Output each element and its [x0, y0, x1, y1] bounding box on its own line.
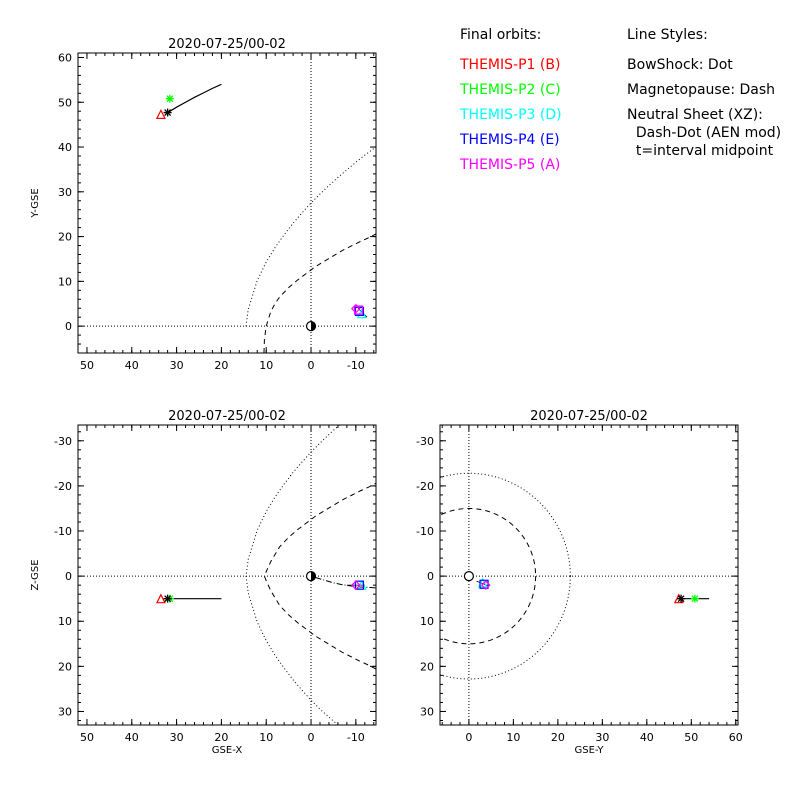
probe-marker-4 — [354, 306, 365, 316]
y-tick-label: 10 — [58, 615, 72, 628]
neutral-sheet-curve — [315, 577, 376, 589]
y-tick-label: 30 — [420, 705, 434, 718]
x-tick-label: -10 — [347, 359, 365, 372]
style-bowshock: BowShock: Dot — [627, 57, 733, 73]
style-neutral-sheet-detail: Dash-Dot (AEN mod) — [627, 125, 782, 141]
x-tick-label: 50 — [80, 359, 94, 372]
y-tick-label: 20 — [58, 660, 72, 673]
y-tick-label: 0 — [65, 320, 72, 333]
x-axis-label: GSE-Y — [575, 745, 605, 756]
y-tick-label: 50 — [58, 96, 72, 109]
y-tick-label: -10 — [416, 525, 434, 538]
plot-frame — [77, 424, 377, 726]
probe-marker-5 — [480, 580, 491, 590]
x-tick-label: 40 — [125, 359, 139, 372]
y-tick-label: 20 — [58, 231, 72, 244]
legend-probe-p4: THEMIS-P4 (E) — [460, 132, 560, 148]
x-tick-label: 0 — [465, 731, 472, 744]
style-interval-note: t=interval midpoint — [627, 143, 774, 159]
earth-shaded-half — [311, 321, 316, 331]
x-tick-label: 40 — [125, 731, 139, 744]
chart-panel-3: 0 10 20 30 40 50 60 30 20 10 0 -10 -20 -30 2020-07-25/… — [416, 409, 743, 756]
chart-panel-2: 50 40 30 20 10 0 -10 30 20 10 0 -10 -20 -30 2020-07-25… — [30, 409, 377, 756]
bowshock-curve — [245, 146, 376, 327]
x-tick-label: 10 — [506, 731, 520, 744]
x-tick-label: 20 — [214, 731, 228, 744]
x-tick-label: 50 — [684, 731, 698, 744]
style-magnetopause: Magnetopause: Dash — [627, 82, 776, 98]
probe-marker-6 — [163, 594, 172, 603]
x-tick-label: 30 — [595, 731, 609, 744]
y-tick-label: 40 — [58, 141, 72, 154]
legend-probe-p3: THEMIS-P3 (D) — [460, 107, 562, 123]
x-tick-label: 20 — [551, 731, 565, 744]
y-tick-label: 0 — [427, 570, 434, 583]
x-tick-label: 10 — [259, 359, 273, 372]
x-tick-label: 30 — [170, 731, 184, 744]
y-tick-label: -20 — [416, 480, 434, 493]
bowshock-circle — [440, 472, 571, 680]
probe-marker-7 — [163, 108, 172, 117]
magnetopause-curve — [263, 233, 376, 353]
plot-frame — [77, 52, 377, 354]
probe-marker-5 — [350, 303, 361, 314]
probe-marker-1 — [155, 109, 166, 119]
y-tick-label: 0 — [65, 570, 72, 583]
legend-probe-p1: THEMIS-P1 (B) — [460, 57, 561, 73]
y-tick-label: 30 — [58, 705, 72, 718]
y-tick-label: 10 — [420, 615, 434, 628]
x-tick-label: -10 — [347, 731, 365, 744]
y-tick-label: -20 — [54, 480, 72, 493]
probe-marker-6 — [353, 305, 364, 315]
y-axis-label: Z-GSE — [30, 559, 41, 590]
line-styles-title: Line Styles: — [627, 27, 708, 43]
x-tick-label: 40 — [640, 731, 654, 744]
x-tick-label: 60 — [729, 731, 743, 744]
legend-probe-p5: THEMIS-P5 (A) — [460, 157, 561, 173]
final-orbits-title: Final orbits: — [460, 27, 542, 43]
legend-area: Final orbits: Line Styles: THEMIS-P1 (B)… — [0, 0, 800, 200]
legend-probe-p2: THEMIS-P2 (C) — [460, 82, 561, 98]
probe-marker-5 — [350, 580, 361, 590]
y-tick-label: 60 — [58, 51, 72, 64]
earth-shaded-half — [311, 571, 316, 581]
x-tick-label: 50 — [80, 731, 94, 744]
plot-frame — [439, 424, 739, 726]
chart-title: 2020-07-25/00-02 — [168, 409, 286, 424]
probe-marker-2 — [165, 94, 174, 103]
probe-marker-1 — [155, 593, 166, 604]
x-tick-label: 10 — [259, 731, 273, 744]
probe-marker-2 — [690, 594, 699, 603]
y-tick-label: -10 — [54, 525, 72, 538]
y-tick-label: -30 — [416, 435, 434, 448]
y-tick-label: 10 — [58, 275, 72, 288]
plot-area — [440, 425, 738, 725]
earth-symbol — [463, 571, 475, 582]
x-axis-label: GSE-X — [212, 745, 243, 756]
y-tick-label: -30 — [54, 435, 72, 448]
magnetopause-curve — [263, 482, 376, 670]
style-neutral-sheet: Neutral Sheet (XZ): — [627, 107, 763, 123]
chart-title: 2020-07-25/00-02 — [168, 37, 286, 52]
magnetopause-circle — [440, 507, 537, 645]
x-tick-label: 20 — [214, 359, 228, 372]
x-tick-label: 0 — [308, 359, 315, 372]
x-tick-label: 30 — [170, 359, 184, 372]
chart-title: 2020-07-25/00-02 — [530, 409, 648, 424]
probe-marker-4 — [354, 580, 365, 590]
y-tick-label: 20 — [420, 660, 434, 673]
chart-panel-1: 50 40 30 20 10 0 -10 0 10 20 30 40 50 60 2020-07-25/00… — [30, 37, 377, 372]
x-tick-label: 0 — [308, 731, 315, 744]
probe-marker-4 — [479, 579, 489, 589]
probe-marker-6 — [677, 594, 686, 603]
y-axis-label: Y-GSE — [30, 188, 41, 218]
plot-area — [78, 53, 376, 353]
orbit-trace — [167, 83, 222, 114]
plot-area — [78, 425, 376, 725]
bowshock-curve — [245, 425, 341, 725]
y-tick-label: 30 — [58, 186, 72, 199]
